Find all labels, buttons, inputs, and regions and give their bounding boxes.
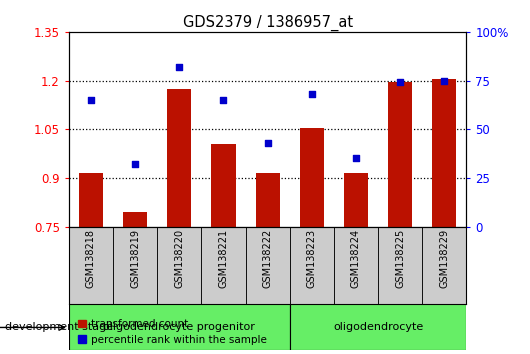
Bar xyxy=(113,227,157,304)
Bar xyxy=(201,227,245,304)
Title: GDS2379 / 1386957_at: GDS2379 / 1386957_at xyxy=(183,14,352,30)
Text: oligodendrocyte progenitor: oligodendrocyte progenitor xyxy=(103,322,255,332)
Bar xyxy=(334,227,378,304)
Point xyxy=(219,97,228,103)
Bar xyxy=(290,227,334,304)
Bar xyxy=(211,144,236,227)
Point xyxy=(131,161,139,167)
Text: GSM138219: GSM138219 xyxy=(130,229,140,288)
Point xyxy=(396,80,404,85)
Bar xyxy=(69,227,113,304)
Bar xyxy=(167,88,191,227)
Text: oligodendrocyte: oligodendrocyte xyxy=(333,322,423,332)
Text: GSM138223: GSM138223 xyxy=(307,229,317,288)
Point xyxy=(307,91,316,97)
Bar xyxy=(432,79,456,227)
Point xyxy=(87,97,95,103)
Text: GSM138222: GSM138222 xyxy=(263,229,272,288)
Bar xyxy=(378,227,422,304)
Bar xyxy=(344,173,368,227)
Bar xyxy=(157,227,201,304)
Point xyxy=(175,64,183,70)
Text: GSM138229: GSM138229 xyxy=(439,229,449,288)
Text: GSM138218: GSM138218 xyxy=(86,229,96,288)
Bar xyxy=(388,82,412,227)
Bar xyxy=(245,227,290,304)
Text: GSM138224: GSM138224 xyxy=(351,229,361,288)
Point xyxy=(263,140,272,146)
Bar xyxy=(290,304,466,350)
Text: GSM138225: GSM138225 xyxy=(395,229,405,288)
Text: GSM138220: GSM138220 xyxy=(174,229,184,288)
Bar xyxy=(422,227,466,304)
Bar xyxy=(255,173,280,227)
Bar xyxy=(299,127,324,227)
Legend: transformed count, percentile rank within the sample: transformed count, percentile rank withi… xyxy=(74,315,271,349)
Text: development stage: development stage xyxy=(5,322,113,332)
Bar xyxy=(69,304,290,350)
Point xyxy=(352,156,360,161)
Bar xyxy=(123,212,147,227)
Bar xyxy=(79,173,103,227)
Point xyxy=(440,78,448,84)
Text: GSM138221: GSM138221 xyxy=(218,229,228,288)
